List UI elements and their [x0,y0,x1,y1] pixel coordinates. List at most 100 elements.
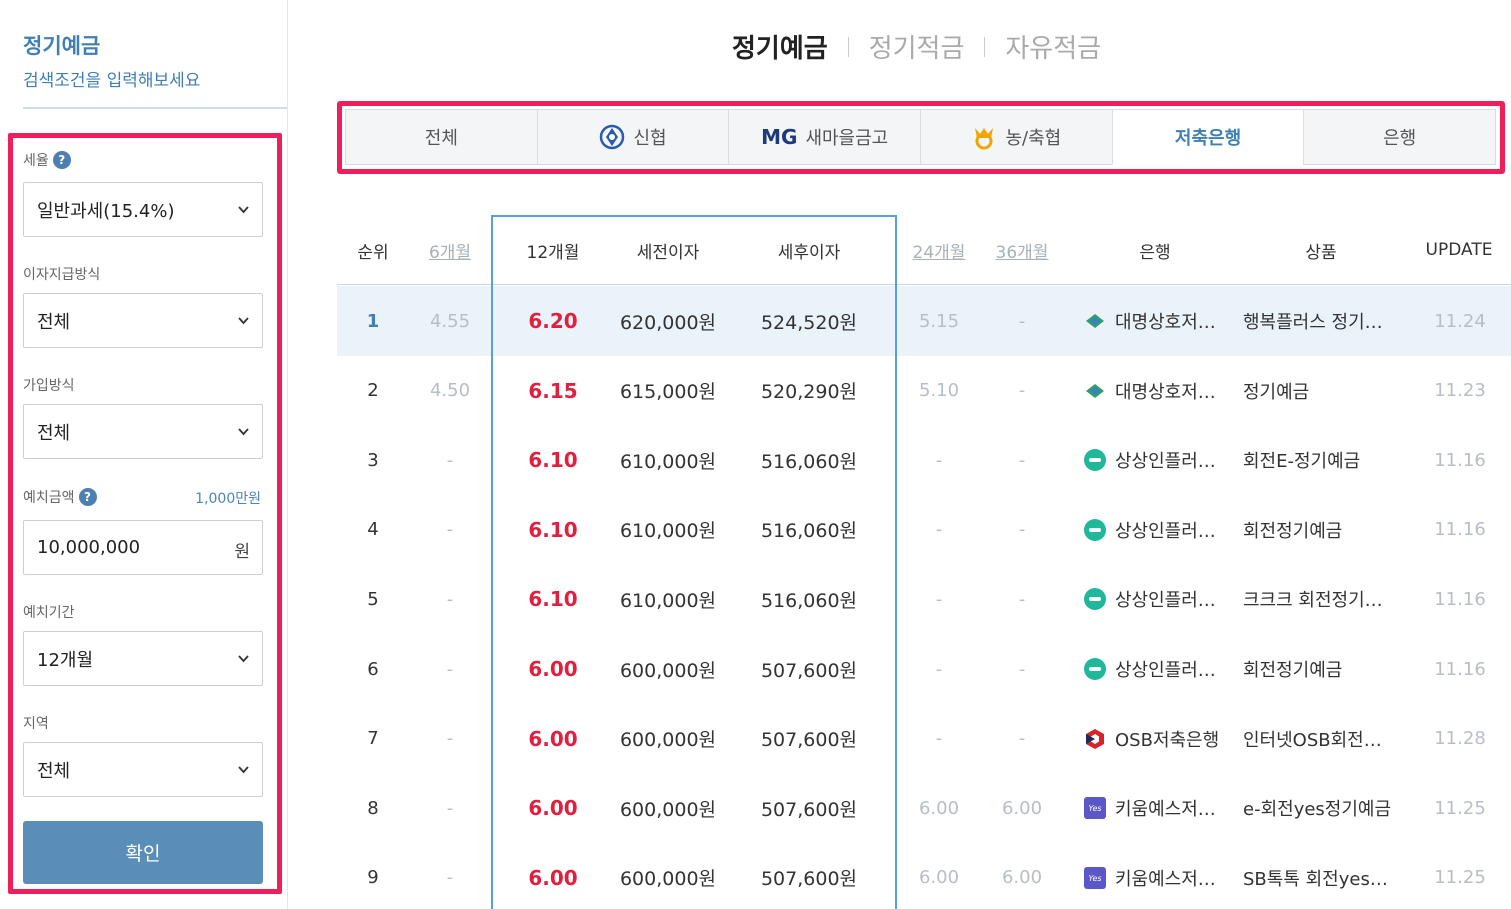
cell-product[interactable]: 인터넷OSB회전… [1243,729,1382,751]
cell-12m-rate: 6.00 [528,726,578,751]
product-type-tabs: 정기예금 정기적금 자유적금 [732,28,1101,65]
cell-product[interactable]: 회전정기예금 [1243,660,1343,681]
bank-tab-nonghyup[interactable]: 농/축협 [920,109,1113,165]
filter-highlight-box [8,133,282,894]
region-select[interactable]: 전체 [23,742,263,797]
header-24m[interactable]: 24개월 [912,242,966,263]
cell-update: 11.23 [1434,380,1486,402]
cell-bank[interactable]: 대명상호저… [1083,356,1243,426]
cell-bank[interactable]: 상상인플러… [1083,564,1243,634]
cell-pre-tax: 610,000원 [619,450,717,473]
cell-36m-rate: - [1018,728,1026,750]
interest-select-value: 전체 [37,311,71,333]
bank-tab-bank[interactable]: 은행 [1303,109,1497,165]
bank-tab-saemaeul[interactable]: MG 새마을금고 [728,109,922,165]
cell-update: 11.25 [1434,867,1486,889]
cell-product[interactable]: 회전E-정기예금 [1243,451,1361,473]
cell-bank[interactable]: OSB저축은행 [1083,704,1243,774]
amount-input[interactable]: 10,000,000 원 [23,520,263,575]
cell-12m-rate: 6.10 [528,448,578,473]
tax-select-value: 일반과세(15.4%) [37,200,175,222]
bank-tab-label: 전체 [424,128,458,149]
tax-select[interactable]: 일반과세(15.4%) [23,182,263,237]
cell-bank[interactable]: Yes 키움예스저… [1083,773,1243,843]
cell-6m-rate: - [446,867,454,889]
cell-rank: 5 [367,588,379,610]
period-select-value: 12개월 [37,649,94,671]
cell-pre-tax: 610,000원 [619,520,717,543]
cell-24m-rate: - [935,519,943,541]
cell-pre-tax: 610,000원 [619,589,717,612]
cell-product[interactable]: 크크크 회전정기… [1243,590,1383,612]
join-label-text: 가입방식 [23,378,75,394]
tab-time-deposit[interactable]: 정기예금 [732,34,828,64]
tab-free-savings[interactable]: 자유적금 [1005,34,1102,64]
table-row[interactable]: 9 - 6.00 600,000원 507,600원 6.00 6.00 Yes 키움예스저… S… [337,843,1511,909]
cell-6m-rate: 4.50 [429,380,471,402]
bank-tabs-highlight-box [337,101,1505,174]
cell-12m-rate: 6.00 [528,865,578,890]
cell-6m-rate: - [446,728,454,750]
bank-name: 키움예스저… [1115,799,1216,821]
header-6m[interactable]: 6개월 [428,242,472,263]
cell-24m-rate: - [935,449,943,471]
chevron-down-icon [238,206,249,214]
cell-pre-tax: 620,000원 [619,311,717,334]
bank-tab-all[interactable]: 전체 [345,109,538,165]
cell-update: 11.16 [1434,449,1486,471]
tax-label: 세율 ? [23,150,71,170]
table-row[interactable]: 7 - 6.00 600,000원 507,600원 - - OSB저축은행 인터넷OSB회전…… [337,704,1511,774]
cell-update: 11.28 [1434,728,1486,750]
table-row[interactable]: 1 4.55 6.20 620,000원 524,520원 5.15 - 대명상호저… 행복플러… [337,286,1511,356]
nonghyup-logo-icon [975,128,994,150]
bank-name: 키움예스저… [1115,868,1216,890]
bank-name: 대명상호저… [1115,381,1216,403]
tab-installment-savings[interactable]: 정기적금 [868,34,965,64]
table-row[interactable]: 8 - 6.00 600,000원 507,600원 6.00 6.00 Yes 키움예스저… e… [337,773,1511,843]
cell-6m-rate: 4.55 [429,310,471,332]
join-select[interactable]: 전체 [23,404,263,459]
cell-pre-tax: 600,000원 [619,659,717,682]
cell-36m-rate: - [1018,519,1026,541]
cell-bank[interactable]: Yes 키움예스저… [1083,843,1243,909]
table-row[interactable]: 5 - 6.10 610,000원 516,060원 - - 상상인플러… 크크크 회전정기… 1… [337,564,1511,634]
cell-bank[interactable]: 상상인플러… [1083,425,1243,495]
cell-6m-rate: - [446,519,454,541]
bank-tab-savings-bank[interactable]: 저축은행 [1111,109,1305,165]
interest-select[interactable]: 전체 [23,293,263,348]
table-row[interactable]: 4 - 6.10 610,000원 516,060원 - - 상상인플러… 회전정기예금 11.1… [337,495,1511,565]
cell-product[interactable]: e-회전yes정기예금 [1243,799,1392,821]
bank-tab-shinhyup[interactable]: 신협 [536,109,730,165]
cell-product[interactable]: 정기예금 [1243,381,1310,403]
cell-product[interactable]: 행복플러스 정기… [1243,312,1383,333]
sidebar-subtitle: 검색조건을 입력해보세요 [23,71,201,91]
cell-post-tax: 507,600원 [760,798,858,821]
table-row[interactable]: 3 - 6.10 610,000원 516,060원 - - 상상인플러… 회전E-정기예금 11… [337,425,1511,495]
bank-name: 대명상호저… [1115,312,1216,333]
help-icon[interactable]: ? [78,488,97,506]
cell-post-tax: 516,060원 [760,520,858,543]
cell-rank: 4 [367,519,379,541]
header-product: 상품 [1305,242,1337,263]
confirm-button[interactable]: 확인 [23,821,263,884]
cell-product[interactable]: SB톡톡 회전yes… [1243,868,1388,890]
bank-name: 상상인플러… [1115,451,1216,473]
cell-update: 11.16 [1434,658,1486,680]
help-icon[interactable]: ? [52,151,71,169]
cell-bank[interactable]: 대명상호저… [1083,286,1243,356]
cell-bank[interactable]: 상상인플러… [1083,495,1243,565]
header-36m[interactable]: 36개월 [995,242,1049,263]
chevron-down-icon [238,766,249,774]
interest-label-text: 이자지급방식 [23,267,101,283]
bank-logo-icon [1083,379,1107,403]
cell-24m-rate: 6.00 [918,797,960,819]
table-row[interactable]: 6 - 6.00 600,000원 507,600원 - - 상상인플러… 회전정기예금 11.1… [337,634,1511,704]
table-row[interactable]: 2 4.50 6.15 615,000원 520,290원 5.10 - 대명상호저… 정기예금… [337,356,1511,426]
cell-bank[interactable]: 상상인플러… [1083,634,1243,704]
cell-24m-rate: - [935,728,943,750]
cell-product[interactable]: 회전정기예금 [1243,520,1343,542]
amount-label-text: 예치금액 [23,490,75,506]
bank-name: 상상인플러… [1115,590,1216,612]
period-select[interactable]: 12개월 [23,631,263,686]
cell-post-tax: 507,600원 [760,729,858,752]
